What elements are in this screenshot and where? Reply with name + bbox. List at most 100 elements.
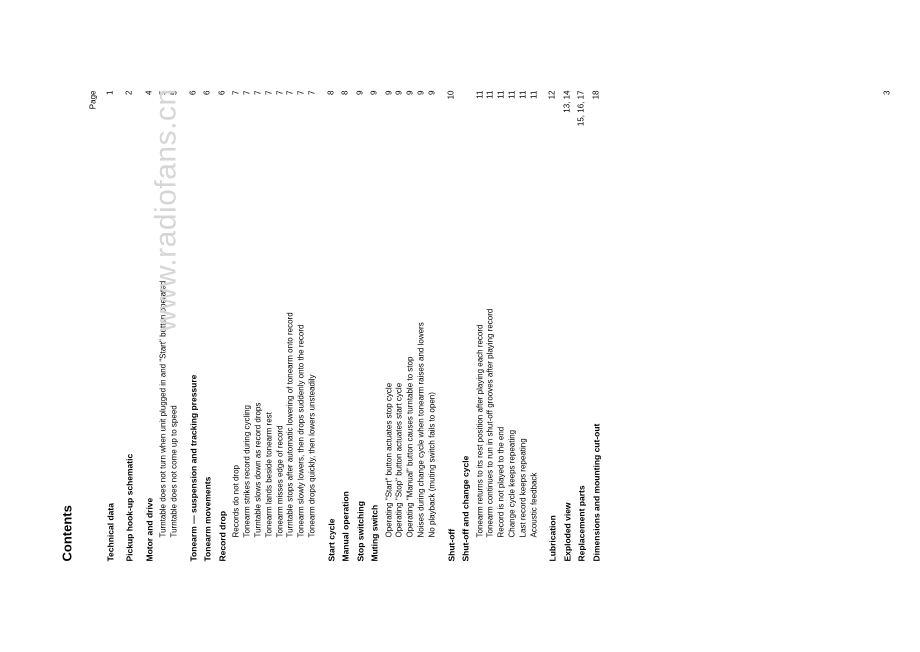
toc-entry-label: Motor and drive: [144, 135, 155, 562]
toc-entry-label: Record is not played to the end: [497, 135, 508, 562]
toc-entry-page: 6: [203, 91, 214, 135]
toc-entry-page: 18: [591, 91, 602, 135]
toc-entry-page: 8: [326, 91, 337, 135]
toc-entry-label: Tonearm lands beside tonearm rest: [264, 135, 275, 562]
toc-entry-page: 11: [507, 91, 518, 135]
page-column-header: Page: [89, 91, 98, 562]
toc-entry-label: Replacement parts: [577, 135, 588, 562]
toc-entry-page: 9: [427, 91, 438, 135]
toc-entry: Manual operation8: [341, 91, 352, 562]
toc-entry-page: 9: [370, 91, 381, 135]
toc-entry: Operating "Stop" button actuates start c…: [395, 91, 406, 562]
toc-entry-label: Operating "Stop" button actuates start c…: [395, 135, 406, 562]
toc-entry-label: Records do not drop: [232, 135, 243, 562]
toc-entry-page: 10: [446, 91, 457, 135]
toc-entry-label: Turntable does not come up to speed: [170, 135, 181, 562]
toc-entry: Record drop6: [217, 91, 228, 562]
toc-entry-label: Turntable does not turn when unit plugge…: [159, 135, 170, 562]
toc-entry-page: 5: [170, 91, 181, 135]
toc-entry: Records do not drop7: [232, 91, 243, 562]
toc-entry-label: Shut-off: [446, 135, 457, 562]
toc-entry: Shut-off and change cycle: [461, 91, 472, 562]
toc-entry-label: Record drop: [217, 135, 228, 562]
toc-entry-page: 11: [475, 91, 486, 135]
toc-entry: Tonearm continues to run in shut-off gro…: [486, 91, 497, 562]
toc-entry-label: Tonearm misses edge of record: [275, 135, 286, 562]
toc-entry-page: 8: [341, 91, 352, 135]
page-label: Page: [89, 91, 98, 110]
toc-entry-label: Tonearm strikes record during cycling: [243, 135, 254, 562]
toc-entry: Lubrication12: [548, 91, 559, 562]
toc-entry-page: 7: [275, 91, 286, 135]
toc-entry-page: 11: [529, 91, 540, 135]
toc-entry: Turntable does not turn when unit plugge…: [159, 91, 170, 562]
toc-entry: Last record keeps repeating11: [518, 91, 529, 562]
toc-entry: Operating "Manual" button causes turntab…: [406, 91, 417, 562]
toc-entry: Turntable does not come up to speed5: [170, 91, 181, 562]
toc-entry: Muting switch9: [370, 91, 381, 562]
toc-entry: Operating "Start" button actuates stop c…: [384, 91, 395, 562]
toc-entry-page: 2: [125, 91, 136, 135]
toc-entry-label: Dimensions and mounting cut-out: [591, 135, 602, 562]
toc-entry-page: 7: [243, 91, 254, 135]
toc-entry-label: Tonearm returns to its rest position aft…: [475, 135, 486, 562]
toc-entry-label: Operating "Start" button actuates stop c…: [384, 135, 395, 562]
toc-entry-label: Exploded view: [562, 135, 573, 562]
toc-entry-label: Turntable stops after automatic lowering…: [286, 135, 297, 562]
toc-entry: Dimensions and mounting cut-out18: [591, 91, 602, 562]
toc-entry-page: 7: [232, 91, 243, 135]
toc-entry: Record is not played to the end11: [497, 91, 508, 562]
toc-entry-label: Muting switch: [370, 135, 381, 562]
toc-entry: Turntable stops after automatic lowering…: [286, 91, 297, 562]
toc-entry-label: Tonearm drops quickly, then lowers unste…: [307, 135, 318, 562]
toc-entry-page: 12: [548, 91, 559, 135]
toc-entry-label: Tonearm — suspension and tracking pressu…: [189, 135, 200, 562]
toc-entry: Tonearm strikes record during cycling7: [243, 91, 254, 562]
toc-entry-page: 7: [264, 91, 275, 135]
table-of-contents: Technical data1 Pickup hook-up schematic2…: [106, 91, 603, 562]
toc-entry-page: 7: [286, 91, 297, 135]
toc-entry: Turntable slows down as record drops7: [254, 91, 265, 562]
toc-entry-label: Change cycle keeps repeating: [507, 135, 518, 562]
toc-entry: Shut-off10: [446, 91, 457, 562]
toc-entry-label: Operating "Manual" button causes turntab…: [406, 135, 417, 562]
toc-entry: Exploded view13, 14: [562, 91, 573, 562]
toc-entry-label: Technical data: [106, 135, 117, 562]
toc-entry-label: Pickup hook-up schematic: [125, 135, 136, 562]
toc-entry-label: Turntable slows down as record drops: [254, 135, 265, 562]
toc-entry-page: 7: [254, 91, 265, 135]
toc-entry: No playback (muting switch fails to open…: [427, 91, 438, 562]
toc-entry: Tonearm — suspension and tracking pressu…: [189, 91, 200, 562]
toc-entry: Motor and drive4: [144, 91, 155, 562]
toc-entry-label: Start cycle: [326, 135, 337, 562]
toc-entry-page: 13, 14: [562, 91, 573, 135]
toc-entry-label: Tonearm slowly lowers, then drops sudden…: [297, 135, 308, 562]
toc-entry-page: 11: [486, 91, 497, 135]
toc-entry-label: Acoustic feedback: [529, 135, 540, 562]
toc-entry: Tonearm lands beside tonearm rest7: [264, 91, 275, 562]
toc-entry-page: 6: [217, 91, 228, 135]
toc-entry: Replacement parts15, 16, 17: [577, 91, 588, 562]
toc-entry: Technical data1: [106, 91, 117, 562]
toc-entry-page: 7: [297, 91, 308, 135]
toc-entry-page: 9: [395, 91, 406, 135]
toc-entry-page: 1: [106, 91, 117, 135]
contents-title: Contents: [60, 91, 75, 562]
toc-entry-page: 6: [189, 91, 200, 135]
toc-entry: Tonearm slowly lowers, then drops sudden…: [297, 91, 308, 562]
document-page: www.radiofans.cn Contents Page Technical…: [0, 1, 920, 652]
toc-entry-page: 15, 16, 17: [577, 91, 588, 135]
toc-entry-page: 7: [307, 91, 318, 135]
toc-entry-label: No playback (muting switch fails to open…: [427, 135, 438, 562]
toc-entry-label: Lubrication: [548, 135, 559, 562]
toc-entry-label: Noises during change cycle when tonearm …: [417, 135, 428, 562]
page-number-footer: 3: [883, 91, 892, 95]
toc-entry: Change cycle keeps repeating11: [507, 91, 518, 562]
toc-entry: Acoustic feedback11: [529, 91, 540, 562]
toc-entry-page: 11: [518, 91, 529, 135]
toc-entry-label: Last record keeps repeating: [518, 135, 529, 562]
toc-entry-page: 4: [144, 91, 155, 135]
toc-entry-page: 9: [355, 91, 366, 135]
toc-entry: Tonearm drops quickly, then lowers unste…: [307, 91, 318, 562]
toc-entry-page: 9: [384, 91, 395, 135]
